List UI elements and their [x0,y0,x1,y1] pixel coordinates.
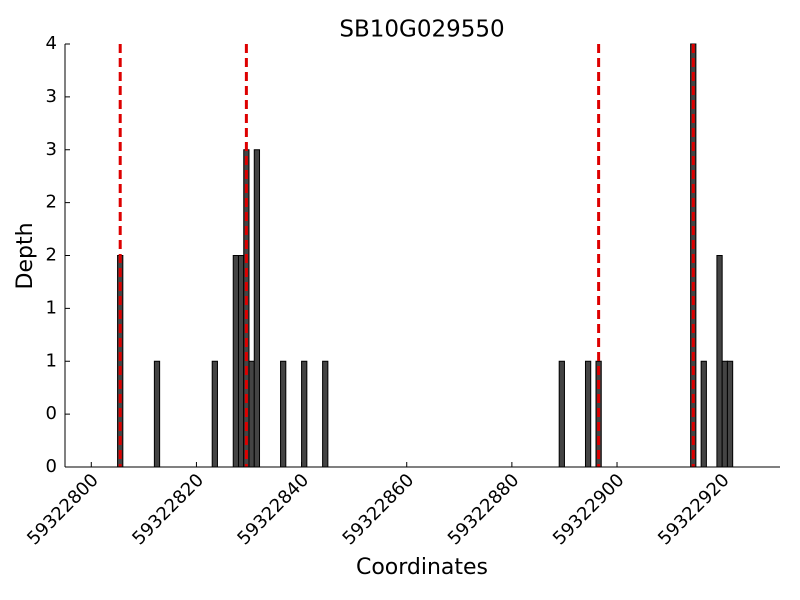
bar [243,149,250,468]
bar [584,360,592,468]
x-axis-label: Coordinates [356,555,488,580]
y-tick-label: 1 [46,350,57,371]
y-tick-label: 0 [46,456,57,477]
y-tick-label: 0 [46,403,57,424]
bar [558,360,565,468]
x-tick-label: 59322840 [233,470,313,550]
x-tick-label: 59322800 [23,470,103,550]
y-axis-label: Depth [13,222,38,289]
bar [232,255,239,468]
bar [726,360,734,468]
y-tick-label: 4 [46,33,57,54]
bar [301,360,308,468]
x-tick-label: 59322900 [549,470,629,550]
bar [716,255,723,468]
bar [237,255,245,468]
y-tick-label: 3 [46,86,57,107]
bar [211,360,218,468]
bar [280,360,287,468]
chart-title: SB10G029550 [339,17,504,43]
bar [248,360,255,468]
bar [153,360,161,468]
bar [322,360,329,468]
y-tick-label: 1 [46,297,57,318]
y-tick-label: 2 [46,192,57,213]
x-tick-label: 59322880 [444,470,524,550]
y-tick-label: 3 [46,139,57,160]
bar [700,360,707,468]
bar [253,149,261,468]
x-tick-label: 59322920 [654,470,734,550]
x-tick-label: 59322860 [339,470,419,550]
y-tick-label: 2 [46,245,57,266]
bar [721,360,728,468]
x-tick-label: 59322820 [128,470,208,550]
